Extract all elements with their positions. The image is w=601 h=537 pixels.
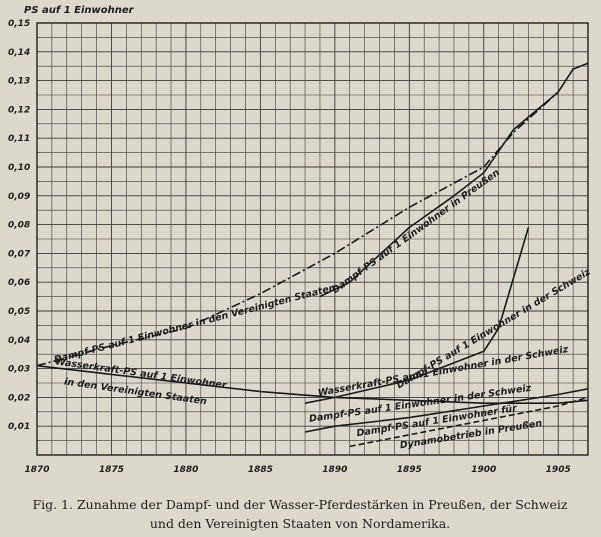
y-tick-label: 0,08: [8, 221, 30, 231]
x-tick-label: 1905: [546, 465, 571, 475]
y-tick-label: 0,12: [8, 105, 30, 115]
x-tick-label: 1890: [322, 465, 347, 475]
y-tick-label: 0,09: [8, 192, 30, 202]
x-tick-label: 1900: [471, 465, 496, 475]
chart-title: PS auf 1 Einwohner: [24, 5, 135, 16]
x-tick-label: 1885: [248, 465, 273, 475]
series-line: [304, 388, 589, 433]
chart-series: [36, 62, 589, 448]
y-tick-label: 0,06: [8, 278, 30, 288]
y-tick-label: 0,04: [8, 336, 30, 346]
plot-frame: [36, 22, 589, 456]
x-tick-label: 1880: [173, 465, 198, 475]
line-chart: PS auf 1 Einwohner 0,010,020,030,040,050…: [8, 5, 593, 475]
y-tick-label: 0,13: [8, 77, 30, 87]
y-tick-label: 0,02: [8, 393, 30, 403]
y-tick-label: 0,15: [8, 19, 30, 29]
caption-line-2: und den Vereinigten Staaten von Nordamer…: [149, 516, 451, 531]
series-label: Dampf-PS auf 1 Einwohner in Preußen: [330, 167, 502, 296]
series-line: [319, 62, 589, 298]
series-line: [304, 227, 530, 404]
y-tick-label: 0,03: [8, 365, 30, 375]
series-line: [349, 396, 589, 448]
x-tick-label: 1870: [24, 465, 49, 475]
series-line: [36, 364, 589, 404]
series-labels: Dampf-PS auf 1 Einwohner in den Vereinig…: [53, 167, 593, 451]
caption-line-1: Fig. 1. Zunahme der Dampf- und der Wasse…: [32, 497, 568, 512]
y-tick-label: 0,14: [8, 48, 30, 58]
series-label: Dampf-PS auf 1 Einwohner in den Vereinig…: [53, 282, 337, 365]
x-tick-label: 1895: [397, 465, 422, 475]
x-tick-label: 1875: [99, 465, 124, 475]
y-axis-ticks: 0,01 0,02 0,03 0,04 0,05 0,06 0,07 0,08 0,09 0,10…: [8, 19, 31, 432]
y-tick-label: 0,07: [8, 249, 31, 259]
x-axis-ticks: 1870 1875 1880 1885 1890 1895 1900 1905: [24, 465, 570, 475]
y-tick-label: 0,01: [8, 422, 30, 432]
y-tick-label: 0,05: [8, 307, 30, 317]
series-line: [36, 91, 559, 367]
y-tick-label: 0,10: [8, 163, 30, 173]
y-tick-label: 0,11: [8, 134, 30, 144]
figure-caption: Fig. 1. Zunahme der Dampf- und der Wasse…: [10, 495, 590, 533]
